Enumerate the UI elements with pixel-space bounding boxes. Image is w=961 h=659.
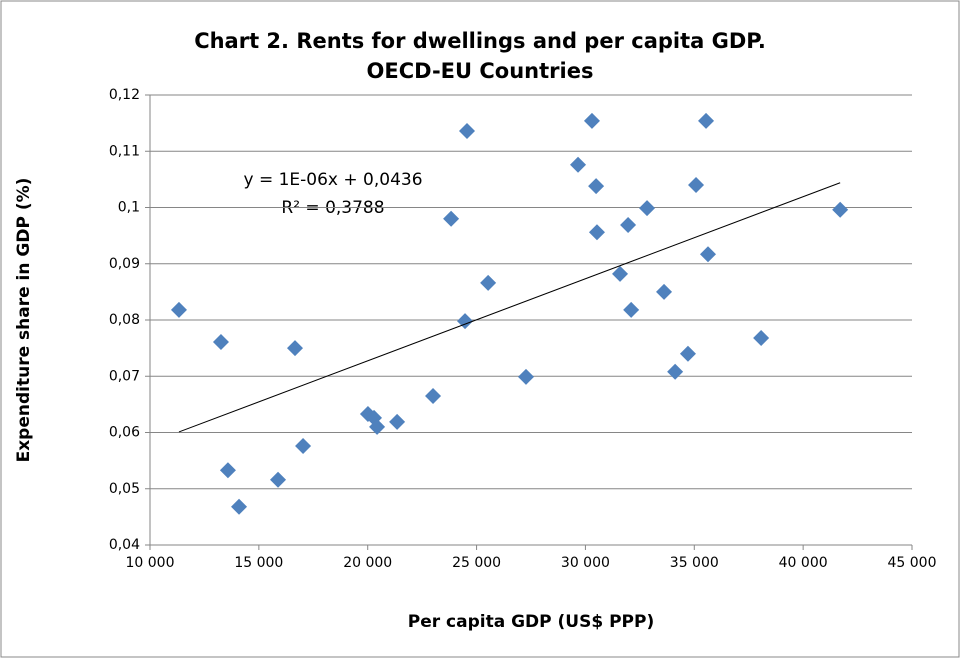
point: [656, 283, 673, 300]
point: [480, 274, 497, 291]
point: [612, 265, 629, 282]
point: [443, 210, 460, 227]
y-tick-label: 0,1: [118, 200, 140, 216]
y-tick-label: 0,08: [109, 312, 140, 328]
point: [639, 200, 656, 217]
point: [389, 413, 406, 430]
x-tick-label: 25 000: [452, 555, 501, 571]
x-tick-label: 35 000: [670, 555, 719, 571]
x-tick-label: 20 000: [343, 555, 392, 571]
y-tick-label: 0,04: [109, 537, 140, 553]
point: [517, 368, 534, 385]
x-tick-label: 30 000: [561, 555, 610, 571]
point: [698, 112, 715, 129]
point: [570, 156, 587, 173]
point: [270, 471, 287, 488]
point: [458, 123, 475, 139]
point: [623, 301, 640, 318]
point: [620, 216, 637, 233]
point: [667, 363, 684, 380]
y-tick-label: 0,12: [109, 87, 140, 103]
point: [295, 438, 312, 454]
point: [832, 201, 849, 218]
x-axis-title: Per capita GDP (US$ PPP): [408, 612, 655, 632]
y-tick-label: 0,07: [109, 368, 140, 384]
y-tick-label: 0,06: [109, 425, 140, 441]
point: [212, 333, 229, 350]
point: [369, 418, 386, 435]
y-tick-label: 0,11: [109, 143, 140, 159]
point: [583, 112, 600, 129]
point: [425, 387, 442, 404]
x-tick-label: 40 000: [779, 555, 828, 571]
point: [170, 301, 187, 318]
equation: y = 1E-06x + 0,0436: [243, 170, 422, 190]
point: [588, 178, 605, 195]
x-tick-label: 15 000: [234, 555, 283, 571]
point: [679, 345, 696, 362]
y-tick-label: 0,05: [109, 481, 140, 497]
y-axis-title: Expenditure share in GDP (%): [14, 178, 34, 463]
point: [231, 498, 248, 515]
x-tick-label: 45 000: [888, 555, 937, 571]
trendline: [178, 182, 841, 433]
chart-title: OECD-EU Countries: [367, 59, 594, 83]
chart-title: Chart 2. Rents for dwellings and per cap…: [194, 29, 766, 53]
point: [688, 177, 705, 193]
y-tick-label: 0,09: [109, 256, 140, 272]
point: [588, 224, 605, 241]
point: [700, 246, 717, 263]
point: [753, 330, 770, 346]
point: [286, 340, 303, 357]
point: [219, 462, 236, 479]
x-tick-label: 10 000: [126, 555, 175, 571]
